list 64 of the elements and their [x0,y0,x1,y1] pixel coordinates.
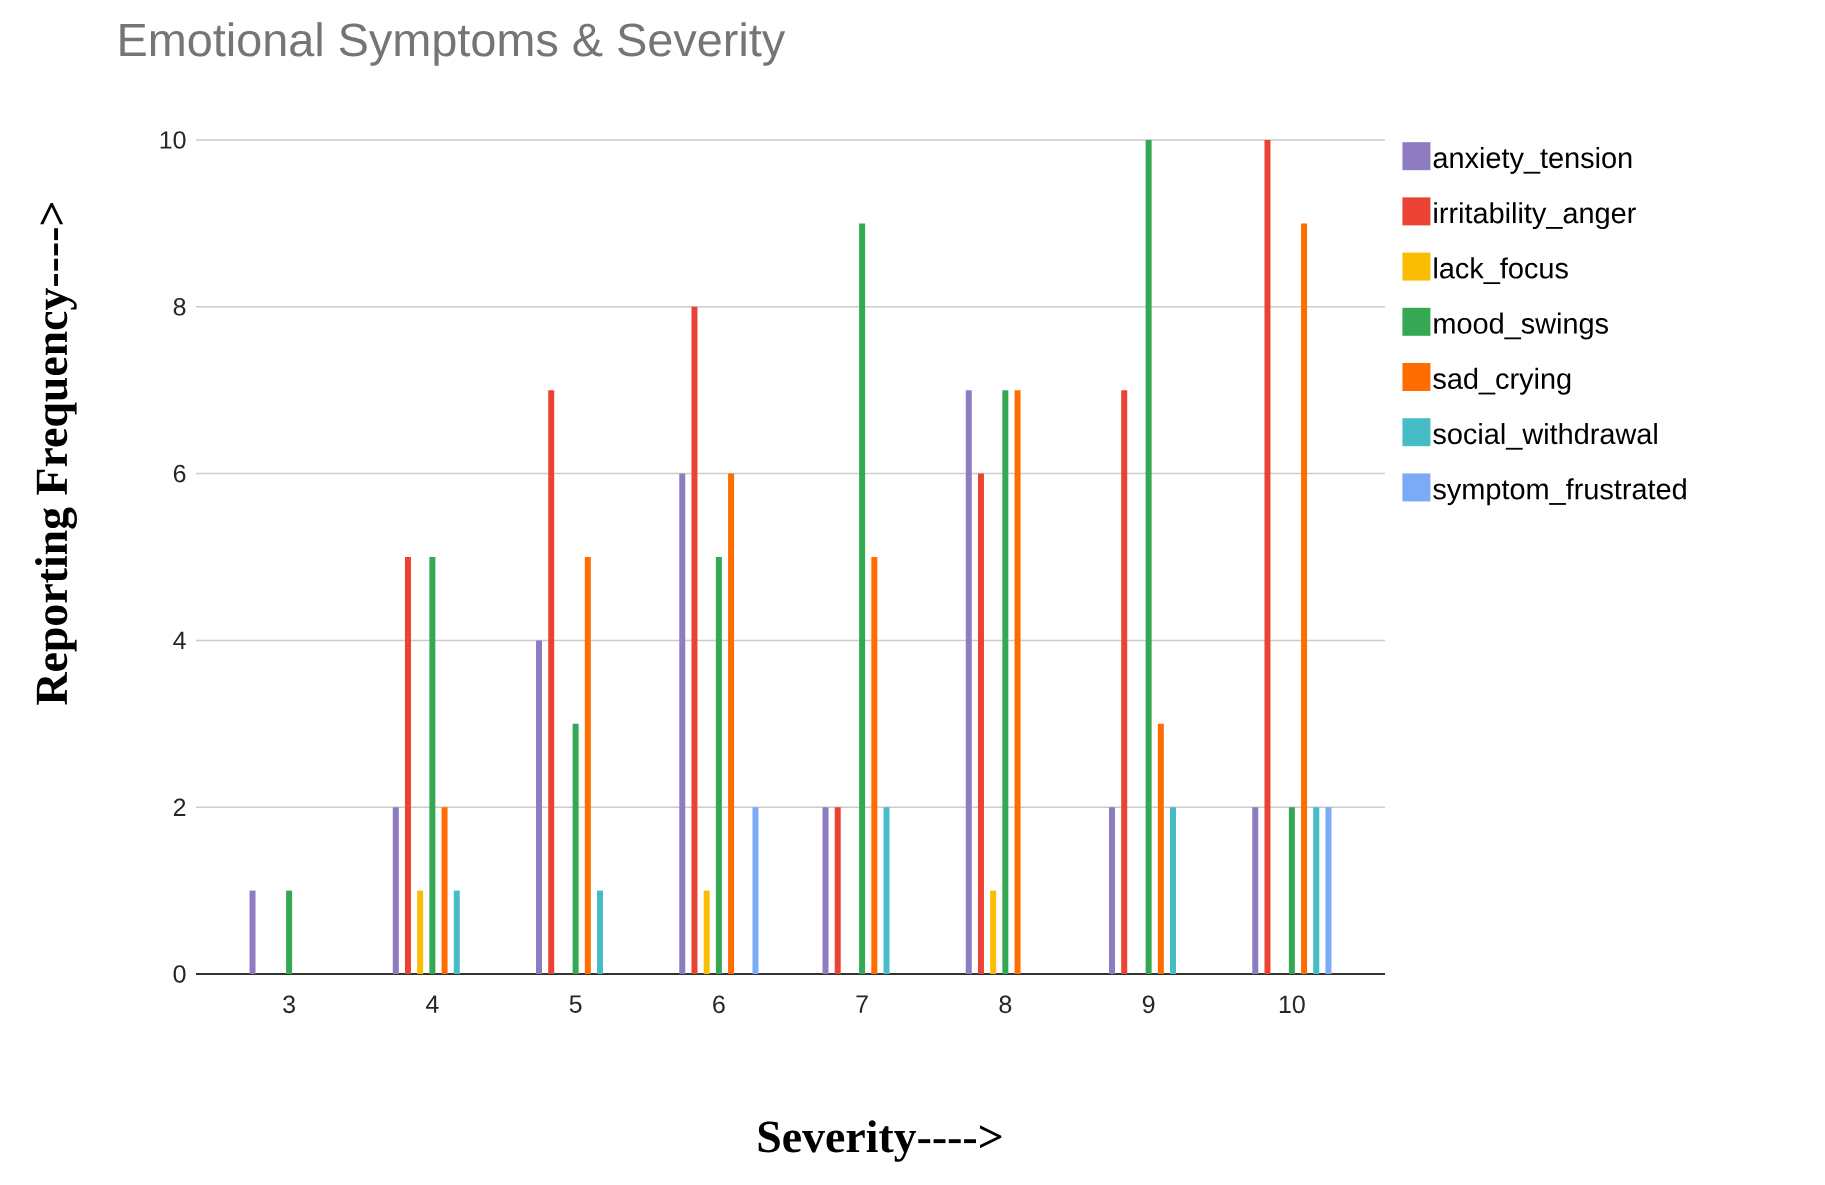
bar [1313,807,1320,974]
y-tick-label: 2 [173,798,186,816]
x-tick-label: 5 [569,995,582,1013]
bar [417,890,424,974]
y-tick-label: 6 [173,464,186,483]
x-tick-label: 4 [426,995,439,1013]
bar [1264,139,1271,974]
bar [1252,807,1259,974]
bar [691,306,698,974]
bar [1288,807,1295,974]
x-axis-title: Severity----> [758,1120,1002,1162]
bar [883,807,890,974]
bar [1014,390,1021,974]
bar [728,473,735,974]
bar [572,723,579,974]
y-axis-title: Reporting Frequency----> [35,202,77,705]
chart-title: Emotional Symptoms & Severity [120,22,786,66]
y-tick-label: 4 [173,631,186,649]
legend-label: social_withdrawal [1433,423,1657,450]
y-tick-label: 10 [160,131,186,149]
legend-label: lack_focus [1434,257,1568,285]
bar [752,807,759,974]
bar [584,556,591,974]
bar [286,890,293,974]
bar [703,890,710,974]
bar [871,556,878,974]
bar [679,473,686,974]
bar [965,390,972,974]
bar [990,890,997,974]
bar [392,807,399,974]
y-tick-label: 8 [173,297,186,316]
legend-label: mood_swings [1434,312,1608,340]
bar [1325,807,1332,974]
bar [429,556,436,974]
bar [1145,139,1152,974]
bar [441,807,448,974]
x-tick-label: 10 [1279,995,1305,1014]
bar [822,807,829,974]
bar [1121,390,1128,974]
bar [536,640,543,974]
bar [548,390,555,974]
bar [1109,807,1116,974]
legend-label: irritability_anger [1434,202,1636,230]
legend-label: symptom_frustrated [1433,478,1686,506]
bar [977,473,984,974]
bar [1002,390,1009,974]
x-tick-label: 9 [1142,995,1155,1014]
bar [404,556,411,974]
bar [1157,723,1164,974]
x-tick-label: 3 [283,995,295,1014]
bar [597,890,604,974]
x-tick-label: 7 [856,995,868,1013]
legend-label: anxiety_tension [1433,146,1632,174]
bar [1170,807,1177,974]
bar [249,890,256,974]
y-tick-label: 0 [173,965,186,983]
bar [453,890,460,974]
bar [834,807,841,974]
bar [715,556,722,974]
legend-label: sad_crying [1433,367,1571,395]
x-tick-label: 6 [713,995,725,1014]
bar [859,223,866,974]
x-tick-label: 8 [999,995,1012,1014]
bar [1301,223,1308,974]
